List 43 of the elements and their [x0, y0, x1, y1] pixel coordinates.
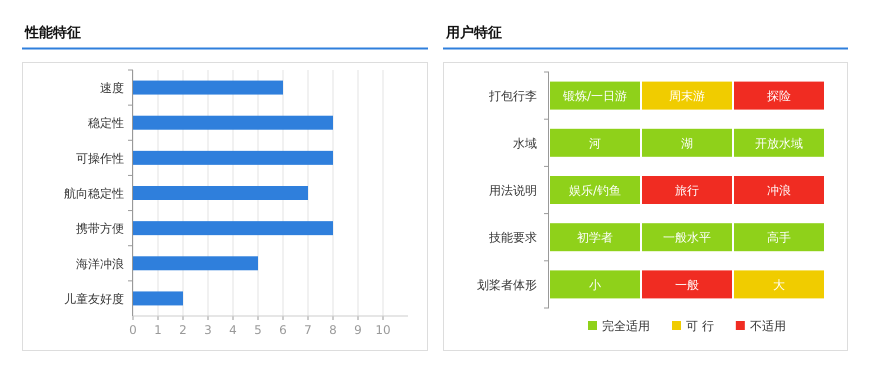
text: 用户特征 — [445, 24, 502, 41]
text: 河 — [589, 136, 601, 150]
text: 锻炼/一日游 — [562, 89, 628, 104]
x-tick-label: 7 — [304, 323, 312, 337]
y-tick-label: 速度 — [100, 81, 124, 96]
x-tick-label: 6 — [279, 323, 287, 337]
category-label: 技能要求 — [489, 230, 537, 245]
legend-label: 不适用 — [750, 319, 786, 333]
category-label: 水域 — [513, 136, 537, 150]
text: 初学者 — [577, 230, 613, 245]
x-tick-label: 0 — [129, 323, 137, 337]
text: 湖 — [681, 136, 693, 150]
category-label: 划桨者体形 — [477, 278, 537, 292]
x-tick-label: 2 — [179, 323, 187, 337]
y-tick-label: 儿童友好度 — [64, 292, 124, 306]
chart-title: 性能特征 — [24, 25, 81, 41]
text: 开放水域 — [755, 136, 803, 150]
text: 冲浪 — [767, 184, 791, 198]
category-label: 打包行李 — [489, 89, 537, 104]
x-tick-label: 9 — [354, 323, 362, 337]
text: 探险 — [767, 89, 791, 104]
x-tick-label: 8 — [329, 323, 337, 337]
text: 高手 — [767, 230, 791, 245]
y-tick-label: 可操作性 — [76, 151, 124, 166]
x-tick-label: 10 — [375, 323, 391, 337]
legend-label: 完全适用 — [602, 319, 650, 333]
y-tick-label: 航向稳定性 — [64, 186, 124, 200]
text: 周末游 — [669, 89, 705, 104]
category-label: 用法说明 — [489, 184, 537, 198]
x-tick-label: 1 — [154, 323, 162, 337]
text: 旅行 — [675, 184, 699, 198]
text: 小 — [589, 278, 601, 292]
y-tick-label: 海洋冲浪 — [76, 256, 124, 271]
x-tick-label: 5 — [254, 323, 262, 337]
text: 大 — [773, 278, 785, 292]
x-tick-label: 4 — [229, 323, 237, 337]
legend-label: 可 行 — [686, 319, 714, 333]
y-tick-label: 携带方便 — [76, 222, 124, 236]
y-tick-label: 稳定性 — [88, 116, 124, 130]
text: 一般 — [675, 278, 699, 292]
text: 娱乐/钓鱼 — [568, 184, 622, 198]
text: 一般水平 — [663, 230, 711, 245]
x-tick-label: 3 — [204, 323, 212, 337]
